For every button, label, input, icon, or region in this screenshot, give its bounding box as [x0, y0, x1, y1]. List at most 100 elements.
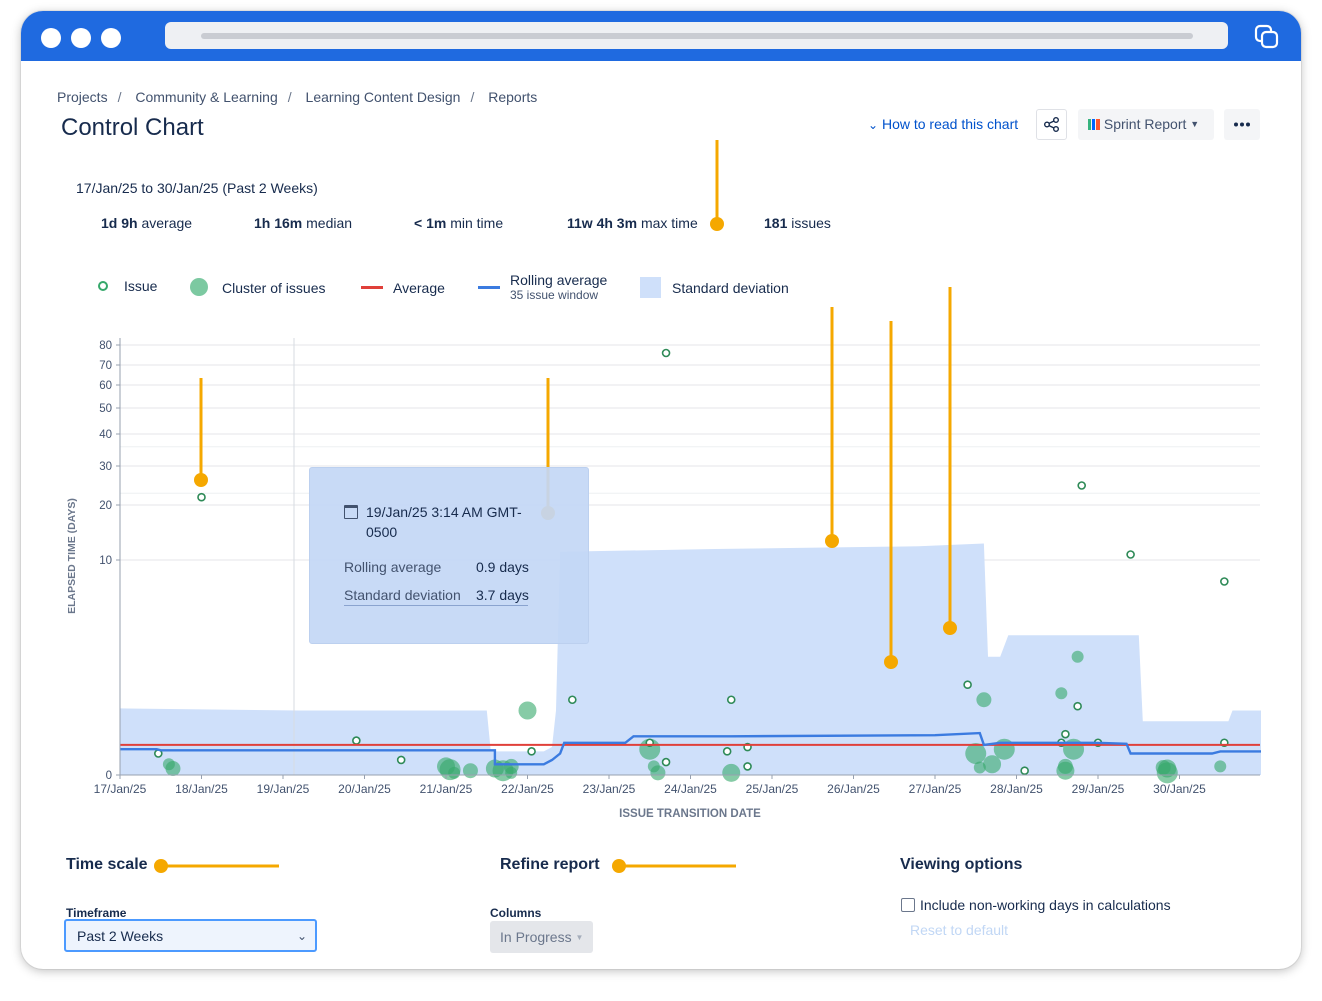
issue-points	[154, 348, 1229, 776]
cluster-point	[965, 743, 987, 764]
stddev-legend-icon	[640, 277, 661, 298]
annotation-markers	[154, 140, 957, 873]
breadcrumb-community[interactable]: Community & Learning	[135, 89, 278, 105]
more-actions-button[interactable]	[1224, 109, 1260, 140]
how-to-read-label: How to read this chart	[881, 116, 1019, 132]
breadcrumb-projects[interactable]: Projects	[57, 89, 108, 105]
annotation-marker	[194, 473, 208, 487]
window-control-dot[interactable]	[41, 28, 61, 48]
caret-down-icon: ▼	[1190, 119, 1200, 129]
reset-to-default-link[interactable]: Reset to default	[910, 922, 1009, 938]
chevron-down-icon: ⌄	[868, 118, 879, 132]
viewing-options-title: Viewing options	[900, 856, 1023, 873]
how-to-read-link[interactable]: ⌄ How to read this chart	[868, 116, 1018, 132]
issue-legend-icon	[98, 281, 108, 291]
stat-min-time: < 1m min time	[414, 215, 504, 231]
tooltip-date: 19/Jan/25 3:14 AM GMT-0500	[366, 504, 522, 540]
x-tick-label: 17/Jan/25	[94, 782, 147, 796]
sprint-report-dropdown[interactable]: Sprint Report ▼	[1078, 109, 1214, 140]
annotation-marker	[710, 217, 724, 231]
more-icon	[1234, 122, 1250, 127]
stat-issues: 181 issues	[764, 215, 831, 231]
cluster-point	[1071, 650, 1084, 663]
x-tick-label: 22/Jan/25	[501, 782, 554, 796]
cluster-point	[976, 692, 992, 708]
cluster-point	[518, 701, 537, 720]
breadcrumb-reports[interactable]: Reports	[488, 89, 538, 105]
issue-point	[527, 747, 536, 756]
caret-down-icon: ▼	[575, 933, 584, 942]
tooltip-std-value: 3.7 days	[476, 587, 529, 603]
sprint-report-label: Sprint Report	[1103, 116, 1187, 132]
cluster-point	[1056, 761, 1075, 780]
legend-rolling-window: 35 issue window	[510, 288, 599, 302]
rolling-average-line	[120, 731, 1261, 766]
y-tick-label: 70	[99, 360, 112, 372]
y-tick-label: 50	[99, 403, 112, 415]
annotation-marker	[612, 859, 626, 873]
nonworking-days-checkbox[interactable]	[901, 898, 915, 912]
issue-point	[1061, 729, 1070, 739]
timeframe-select[interactable]: Past 2 Weeks ⌄	[64, 919, 317, 952]
y-tick-label: 10	[99, 555, 112, 567]
chart-tooltip: 19/Jan/25 3:14 AM GMT-0500 Rolling avera…	[309, 467, 589, 644]
tooltip-rolling-label: Rolling average	[344, 559, 442, 575]
title-bar	[21, 11, 1301, 61]
rolling-legend-icon	[478, 286, 500, 289]
annotation-marker	[884, 655, 898, 669]
cluster-point	[1055, 687, 1068, 700]
y-tick-label: 80	[99, 340, 112, 352]
x-tick-label: 23/Jan/25	[583, 782, 636, 796]
nonworking-days-label[interactable]: Include non-working days in calculations	[920, 897, 1171, 913]
y-axis-title: ELAPSED TIME (DAYS)	[66, 498, 78, 614]
x-tick-labels: 17/Jan/25 18/Jan/25 19/Jan/25 20/Jan/25 21/J…	[94, 775, 1206, 796]
columns-value: In Progress	[500, 929, 572, 945]
page-title: Control Chart	[61, 114, 204, 141]
share-button[interactable]	[1036, 109, 1067, 140]
stat-max-time: 11w 4h 3m max time	[567, 215, 698, 231]
copy-icon[interactable]	[1253, 23, 1281, 51]
control-chart[interactable]: 0 10 20 30 40 50 60 70 80 17/Jan/25 18/Jan/25 19/J…	[21, 11, 1301, 969]
average-legend-icon	[361, 286, 383, 289]
legend-average: Average	[393, 280, 445, 296]
x-axis-title: ISSUE TRANSITION DATE	[619, 808, 761, 820]
url-bar[interactable]	[165, 22, 1228, 49]
window-control-dot[interactable]	[71, 28, 91, 48]
issue-point	[726, 695, 736, 705]
legend-rolling-label: Rolling average	[510, 272, 608, 288]
legend-stddev: Standard deviation	[672, 280, 789, 296]
issue-point	[568, 695, 577, 705]
browser-window: Projects / Community & Learning / Learning…	[21, 11, 1301, 969]
y-tick-label: 0	[106, 770, 112, 782]
cluster-legend-icon	[190, 278, 208, 296]
cluster-point	[983, 755, 1002, 774]
issue-point	[963, 680, 972, 690]
issue-point	[661, 757, 671, 767]
cluster-point	[722, 763, 741, 782]
x-tick-label: 24/Jan/25	[664, 782, 717, 796]
issue-point	[722, 747, 732, 756]
issue-point	[1073, 701, 1082, 711]
calendar-icon	[344, 505, 358, 519]
x-tick-label: 19/Jan/25	[257, 782, 310, 796]
y-tick-label: 60	[99, 380, 112, 392]
x-tick-label: 25/Jan/25	[746, 782, 799, 796]
cluster-point	[462, 763, 478, 779]
stat-average: 1d 9h average	[101, 215, 193, 231]
cluster-point	[1214, 760, 1227, 773]
window-control-dot[interactable]	[101, 28, 121, 48]
tooltip-std-label: Standard deviation	[344, 587, 461, 603]
breadcrumb-learning-content[interactable]: Learning Content Design	[305, 89, 461, 105]
cluster-point	[973, 761, 986, 774]
chart-grid	[120, 344, 1260, 561]
stddev-area	[120, 543, 1261, 775]
columns-dropdown[interactable]: In Progress ▼	[490, 921, 593, 953]
cluster-point	[503, 758, 519, 774]
y-tick-label: 30	[99, 461, 112, 473]
x-tick-label: 20/Jan/25	[338, 782, 391, 796]
tooltip-rolling-value: 0.9 days	[476, 559, 529, 575]
bar-chart-icon	[1088, 119, 1100, 130]
issue-point	[1220, 577, 1229, 586]
legend-cluster: Cluster of issues	[222, 280, 326, 296]
annotation-marker	[154, 859, 168, 873]
